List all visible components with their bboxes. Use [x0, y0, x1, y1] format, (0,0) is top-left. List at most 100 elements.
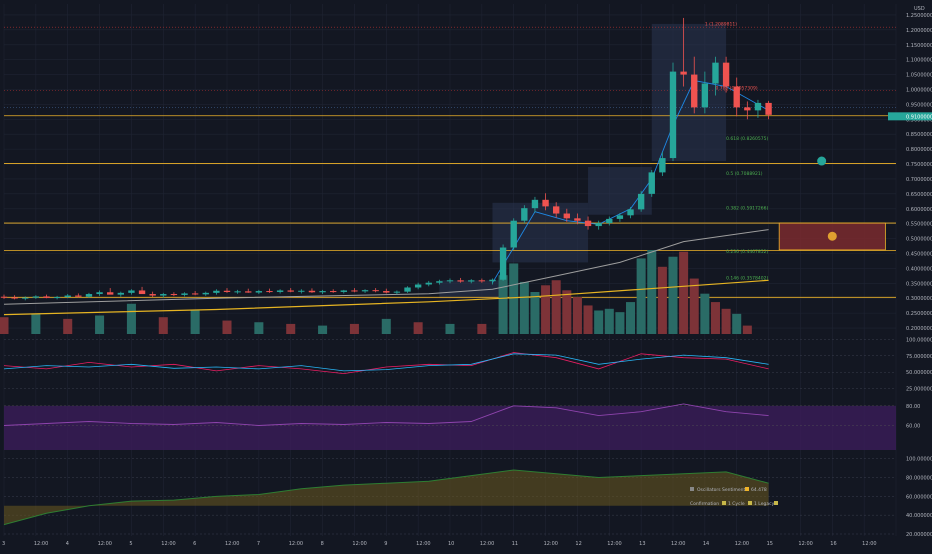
volume-bar: [668, 256, 678, 334]
oscillator-legend-label: Oscillators Sentiment: [697, 487, 746, 493]
candle-body: [648, 172, 655, 194]
candle-body: [468, 280, 475, 282]
volume-bar: [626, 302, 636, 334]
candle-body: [160, 294, 167, 296]
candle-body: [414, 284, 422, 288]
oscillator-tick-label: 100.0000000: [906, 457, 932, 463]
oscillator-line: [3, 469, 769, 526]
volume-bar: [700, 293, 710, 334]
confirmation-swatch: [748, 501, 752, 505]
confirmation-item-label: 1 Cycle: [728, 501, 745, 507]
candle-body: [43, 296, 50, 298]
volume-bar: [63, 318, 73, 334]
x-tick-label: 16: [830, 541, 836, 547]
x-tick-label: 14: [703, 541, 709, 547]
volume-bar: [530, 292, 540, 334]
oscillator-tick-label: 60.0000000: [906, 494, 932, 500]
candle-body: [765, 102, 772, 115]
candle-body: [659, 158, 666, 173]
rsi-tick-label: 80.00: [906, 404, 920, 410]
volume-bar: [583, 305, 593, 334]
candle-body: [393, 291, 401, 293]
candle-body: [744, 107, 751, 111]
rsi-tick-label: 60.00: [906, 423, 920, 429]
candle-body: [0, 296, 8, 298]
x-tick-label: 12:00: [735, 541, 749, 547]
indicator-line: [3, 352, 769, 375]
volume-bar: [0, 317, 9, 334]
indicator-tick-label: 25.0000000: [906, 387, 932, 393]
volume-bar: [445, 323, 455, 334]
price-tick-label: 0.4500000: [906, 251, 932, 257]
legend-swatch: [690, 487, 694, 491]
price-tick-label: 1.0000000: [906, 87, 932, 93]
rsi-line: [3, 403, 769, 426]
candle-body: [499, 247, 507, 280]
candle-body: [383, 291, 390, 293]
volume-bar: [551, 280, 561, 334]
volume-bar: [31, 313, 41, 334]
indicator-tick-label: 50.0000000: [906, 370, 932, 376]
x-tick-label: 13: [639, 541, 645, 547]
candle-body: [637, 193, 645, 210]
candle-body: [330, 291, 337, 293]
fib-level-label: 0.618 (0.8260575): [726, 136, 768, 142]
candle-body: [457, 280, 464, 282]
x-tick-label: 4: [66, 541, 69, 547]
price-tick-label: 0.5000000: [906, 237, 932, 243]
candle-body: [298, 290, 305, 292]
legend-swatch: [745, 487, 749, 491]
volume-bar: [742, 325, 752, 334]
candle-body: [11, 297, 18, 299]
candle-body: [372, 290, 379, 292]
candle-body: [319, 291, 326, 293]
x-tick-label: 12:00: [480, 541, 494, 547]
volume-bar: [498, 275, 508, 334]
x-tick-label: 12:00: [98, 541, 112, 547]
volume-bar: [594, 310, 604, 334]
oscillator-legend-value: 64.478: [751, 487, 767, 493]
candle-body: [223, 290, 231, 292]
candle-body: [149, 294, 156, 296]
x-tick-label: 15: [767, 541, 773, 547]
x-tick-label: 3: [2, 541, 5, 547]
volume-bar: [95, 315, 105, 334]
price-tick-label: 0.6000000: [906, 207, 932, 213]
price-tick-label: 0.4000000: [906, 266, 932, 272]
x-tick-label: 10: [448, 541, 454, 547]
candle-body: [107, 292, 114, 295]
price-tick-label: 0.5500000: [906, 222, 932, 228]
volume-bar: [732, 313, 742, 334]
candle-body: [96, 292, 103, 295]
volume-bar: [158, 317, 168, 334]
last-price-badge: [888, 112, 932, 121]
volume-bar: [254, 322, 264, 334]
candle-body: [489, 279, 496, 282]
fib-level-label: 0.786 (0.9957309): [715, 85, 757, 91]
price-tick-label: 0.7000000: [906, 177, 932, 183]
oscillator-tick-label: 20.0000000: [906, 532, 932, 538]
x-tick-label: 12:00: [161, 541, 175, 547]
price-tick-label: 1.0500000: [906, 73, 932, 79]
candle-body: [276, 290, 284, 292]
candle-body: [245, 291, 252, 293]
candle-body: [22, 297, 29, 299]
x-tick-label: 8: [321, 541, 324, 547]
x-tick-label: 6: [193, 541, 196, 547]
oscillator-area: [4, 470, 769, 525]
candle-body: [234, 291, 241, 293]
candle-body: [446, 280, 454, 282]
volume-bar: [604, 308, 614, 334]
moving-average-long-line: [3, 279, 769, 316]
volume-bar: [381, 318, 391, 334]
x-tick-label: 12:00: [225, 541, 239, 547]
fib-level-label: 0.236 (0.4467852): [726, 249, 768, 255]
shaded-range-box: [439, 280, 504, 299]
confirmation-swatch: [774, 501, 778, 505]
candle-body: [202, 292, 209, 295]
indicator-tick-label: 75.0000000: [906, 354, 932, 360]
candle-body: [521, 208, 528, 221]
volume-bar: [615, 312, 625, 334]
